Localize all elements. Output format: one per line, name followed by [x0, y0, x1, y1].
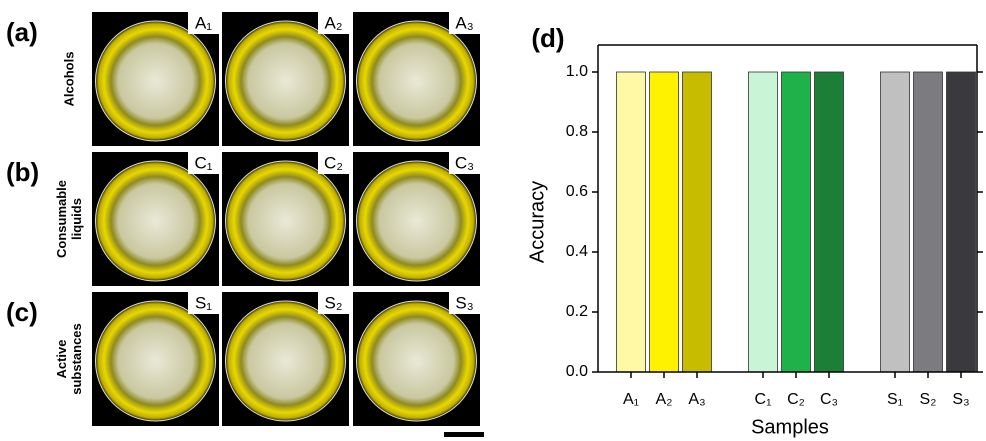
- y-tick-label: 0.0: [566, 363, 588, 380]
- bar: [617, 72, 646, 372]
- row-label: Alcohols: [61, 52, 76, 107]
- image-label: A₂: [325, 13, 343, 32]
- page: (a) Alcohols A₁ A₂ A₃ (b) Consumableliquids C₁ C…: [0, 0, 986, 441]
- x-tick-label: C₁: [755, 391, 772, 408]
- bar: [947, 72, 976, 372]
- y-tick-label: 0.6: [566, 183, 588, 200]
- image-label: C₁: [194, 153, 212, 172]
- panel-label: (c): [6, 297, 38, 327]
- x-tick-label: S₃: [952, 391, 969, 408]
- bar: [881, 72, 910, 372]
- row-label: Consumable: [54, 180, 69, 258]
- row-label: liquids: [69, 198, 84, 240]
- x-tick-label: A₂: [656, 391, 673, 408]
- row-label: Active: [54, 339, 69, 378]
- x-tick-label: S₂: [920, 391, 937, 408]
- x-tick-label: A₃: [688, 391, 705, 408]
- image-label: S₂: [325, 293, 343, 312]
- panel-label: (a): [6, 17, 38, 47]
- y-tick-label: 0.4: [566, 243, 588, 260]
- image-label: A₁: [195, 13, 212, 32]
- panel-label: (b): [6, 157, 39, 187]
- figure: (a) Alcohols A₁ A₂ A₃ (b) Consumableliquids C₁ C…: [0, 0, 986, 441]
- x-tick-label: S₁: [887, 391, 903, 408]
- image-label: S₁: [195, 293, 212, 312]
- bar: [914, 72, 943, 372]
- x-tick-label: C₃: [820, 391, 838, 408]
- image-label: A₃: [455, 13, 473, 32]
- bar: [782, 72, 811, 372]
- x-tick-label: A₁: [623, 391, 639, 408]
- y-axis-label: Accuracy: [526, 181, 548, 263]
- y-tick-label: 0.8: [566, 123, 588, 140]
- y-tick-label: 1.0: [566, 63, 588, 80]
- bar: [650, 72, 679, 372]
- bar: [683, 72, 712, 372]
- x-tick-label: C₂: [787, 391, 805, 408]
- row-label: substances: [69, 323, 84, 395]
- image-label: C₂: [324, 153, 343, 172]
- x-axis-label: Samples: [751, 416, 829, 438]
- image-label: C₃: [455, 153, 474, 172]
- bar: [815, 72, 844, 372]
- scale-bar: [444, 432, 484, 437]
- y-tick-label: 0.2: [566, 303, 588, 320]
- image-label: S₃: [455, 293, 473, 312]
- panel-label: (d): [531, 23, 564, 53]
- bar: [749, 72, 778, 372]
